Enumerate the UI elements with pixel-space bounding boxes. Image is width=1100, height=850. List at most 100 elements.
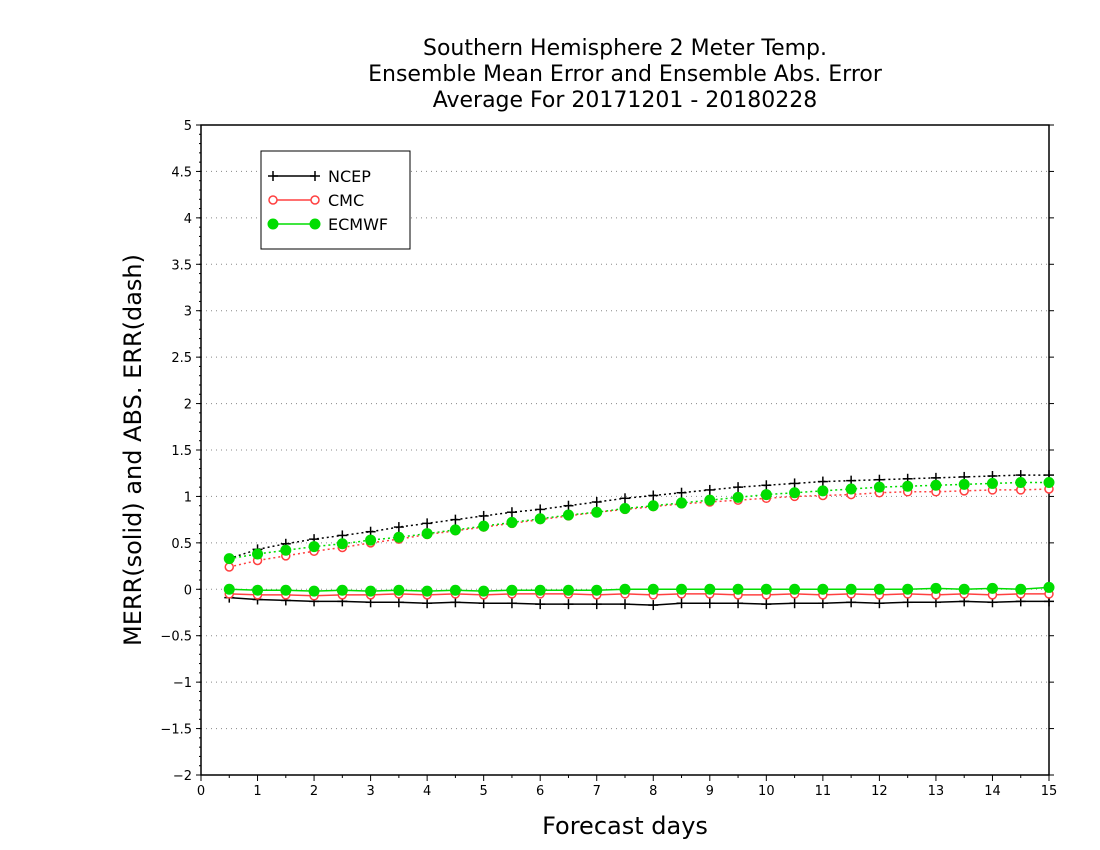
ecmwf-merr-point — [817, 583, 829, 595]
ecmwf-abs-err-point — [732, 491, 744, 503]
ncep-merr-point — [648, 600, 659, 611]
ecmwf-merr-point — [958, 583, 970, 595]
axes: 54.543.532.521.510.50−0.5−1−1.5−20 1 2 3 4 5 6… — [160, 119, 1057, 799]
x-tick-label: 6 — [536, 784, 544, 799]
chart-title-line-1: Southern Hemisphere 2 Meter Temp. — [422, 36, 827, 61]
x-tick-label: 8 — [649, 784, 657, 799]
ncep-abs-err-point — [393, 522, 404, 533]
y-tick-label: 1 — [184, 490, 192, 505]
x-tick-label: 1 — [253, 784, 261, 799]
ecmwf-merr-point — [732, 583, 744, 595]
ncep-merr-point — [506, 598, 517, 609]
ncep-merr-point — [874, 598, 885, 609]
legend-marker-ecmwf — [267, 218, 279, 230]
ncep-abs-err-point — [535, 504, 546, 515]
y-tick-label: 3.5 — [171, 258, 192, 273]
x-tick-label: 13 — [928, 784, 945, 799]
x-tick-label: 4 — [423, 784, 431, 799]
ecmwf-merr-point — [591, 584, 603, 596]
x-axis-title: Forecast days — [542, 812, 708, 840]
ecmwf-merr-point — [789, 583, 801, 595]
y-axis-title: MERR(solid) and ABS. ERR(dash) — [119, 254, 147, 646]
ecmwf-merr-point — [704, 583, 716, 595]
ncep-merr-point — [450, 597, 461, 608]
ncep-abs-err-point — [676, 487, 687, 498]
ncep-abs-err-point — [789, 478, 800, 489]
ecmwf-abs-err-point — [280, 544, 292, 556]
ncep-merr-point — [478, 598, 489, 609]
ncep-merr-point — [761, 599, 772, 610]
x-tick-label: 12 — [871, 784, 888, 799]
x-tick-label: 14 — [984, 784, 1001, 799]
ecmwf-abs-err-point — [789, 487, 801, 499]
ecmwf-merr-point — [223, 583, 235, 595]
ecmwf-abs-err-point — [817, 485, 829, 497]
y-tick-label: −0.5 — [160, 630, 192, 645]
ncep-merr-point — [902, 597, 913, 608]
ecmwf-abs-err-point — [308, 541, 320, 553]
ncep-merr-point — [676, 598, 687, 609]
legend-marker-ncep — [310, 171, 320, 181]
ecmwf-abs-err-point — [393, 531, 405, 543]
ecmwf-merr-point — [252, 584, 264, 596]
ecmwf-merr-point — [336, 584, 348, 596]
ecmwf-merr-point — [534, 584, 546, 596]
ecmwf-merr-line — [229, 586, 1050, 592]
legend-marker-cmc — [310, 195, 320, 205]
ecmwf-abs-err-point — [676, 497, 688, 509]
chart-title-line-2: Ensemble Mean Error and Ensemble Abs. Er… — [368, 62, 882, 87]
grid-lines — [201, 170, 1049, 730]
ecmwf-abs-err-point — [252, 548, 264, 560]
x-tick-label: 10 — [758, 784, 775, 799]
cmc-abs-err-line — [229, 488, 1050, 568]
ecmwf-merr-point — [647, 583, 659, 595]
ecmwf-abs-err-point — [365, 534, 377, 546]
ecmwf-abs-err-point — [449, 524, 461, 536]
ecmwf-abs-err-point — [845, 483, 857, 495]
ecmwf-merr-point — [676, 583, 688, 595]
y-tick-label: −1 — [173, 676, 192, 691]
x-tick-label: 11 — [815, 784, 832, 799]
ecmwf-abs-err-point — [986, 477, 998, 489]
ecmwf-abs-err-point — [619, 503, 631, 514]
legend-label-ncep: NCEP — [328, 167, 371, 186]
ncep-abs-err-point — [704, 484, 715, 495]
ecmwf-merr-point — [930, 582, 942, 594]
ecmwf-abs-err-point — [534, 513, 546, 525]
ecmwf-merr-point — [902, 583, 914, 595]
ecmwf-abs-err-point — [562, 509, 574, 521]
ncep-merr-point — [789, 598, 800, 609]
ncep-abs-err-point — [648, 490, 659, 501]
ecmwf-abs-err-point — [591, 506, 603, 518]
x-tick-label: 3 — [366, 784, 374, 799]
legend-marker-ncep — [268, 171, 278, 181]
y-tick-label: −2 — [173, 769, 192, 784]
legend-label-cmc: CMC — [328, 191, 364, 210]
ecmwf-merr-point — [280, 584, 292, 596]
ncep-abs-err-point — [563, 500, 574, 511]
ncep-abs-err-point — [478, 510, 489, 521]
ecmwf-merr-point — [478, 585, 490, 597]
ecmwf-abs-err-point — [873, 481, 885, 493]
ecmwf-abs-err-point — [506, 516, 518, 528]
x-tick-label: 9 — [706, 784, 714, 799]
cmc-merr-line — [229, 593, 1049, 597]
x-tick-label: 2 — [310, 784, 318, 799]
ncep-abs-err-point — [422, 518, 433, 529]
ncep-merr-point — [733, 598, 744, 609]
legend-label-ecmwf: ECMWF — [328, 215, 388, 234]
ncep-abs-err-point — [817, 476, 828, 487]
ncep-merr-point — [393, 597, 404, 608]
ncep-merr-point — [846, 597, 857, 608]
ncep-abs-err-point — [761, 480, 772, 491]
ecmwf-abs-err-point — [760, 489, 772, 501]
ncep-abs-err-point — [506, 507, 517, 518]
ecmwf-abs-err-point — [1015, 477, 1027, 488]
ecmwf-merr-point — [506, 584, 518, 596]
ecmwf-merr-point — [421, 585, 433, 597]
ncep-merr-point — [620, 599, 630, 610]
ecmwf-abs-err-point — [958, 478, 970, 490]
ecmwf-merr-point — [449, 584, 461, 596]
chart-title-line-3: Average For 20171201 - 20180228 — [432, 88, 818, 113]
